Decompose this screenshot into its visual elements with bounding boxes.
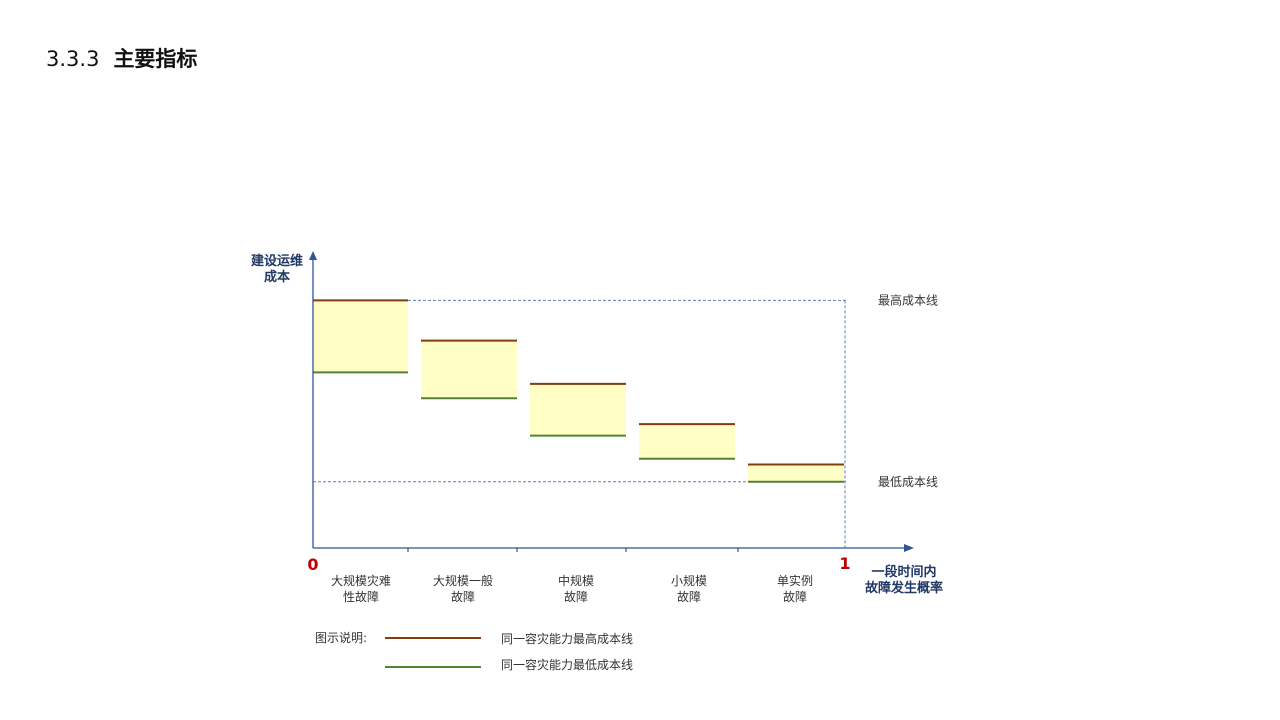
- legend-min-label: 同一容灾能力最低成本线: [501, 657, 633, 672]
- y-axis-title: 成本: [264, 269, 290, 285]
- reference-label-max: 最高成本线: [878, 292, 938, 307]
- x-axis-title: 故障发生概率: [865, 580, 943, 596]
- x-tick-label: 故障: [677, 589, 701, 604]
- x-tick-label: 性故障: [343, 589, 379, 604]
- x-end-label: 1: [839, 554, 850, 573]
- y-axis-title: 建设运维: [251, 253, 303, 269]
- x-tick-label: 大规模一般: [433, 573, 493, 588]
- slide-heading: 3.3.3 主要指标: [46, 43, 197, 73]
- x-tick-label: 故障: [564, 589, 588, 604]
- legend-max-label: 同一容灾能力最高成本线: [501, 631, 633, 646]
- x-tick-label: 小规模: [671, 573, 707, 588]
- x-start-label: 0: [307, 555, 318, 574]
- cost-range-box: [421, 340, 517, 399]
- y-axis-arrow: [309, 251, 317, 260]
- x-axis-arrow: [904, 544, 914, 552]
- x-tick-label: 故障: [451, 589, 475, 604]
- section-number: 3.3.3: [46, 47, 100, 71]
- x-tick-label: 中规模: [558, 573, 594, 588]
- x-axis-title: 一段时间内: [871, 564, 936, 580]
- cost-range-box: [639, 424, 735, 459]
- reference-label-min: 最低成本线: [878, 475, 938, 489]
- x-tick-label: 故障: [783, 589, 807, 604]
- cost-range-box: [313, 300, 408, 373]
- x-tick-label: 单实例: [777, 573, 813, 588]
- legend-caption: 图示说明:: [315, 630, 367, 645]
- x-tick-label: 大规模灾难: [331, 573, 391, 588]
- cost-range-box: [748, 464, 844, 482]
- slide-title: 主要指标: [113, 47, 198, 71]
- cost-range-box: [530, 383, 626, 436]
